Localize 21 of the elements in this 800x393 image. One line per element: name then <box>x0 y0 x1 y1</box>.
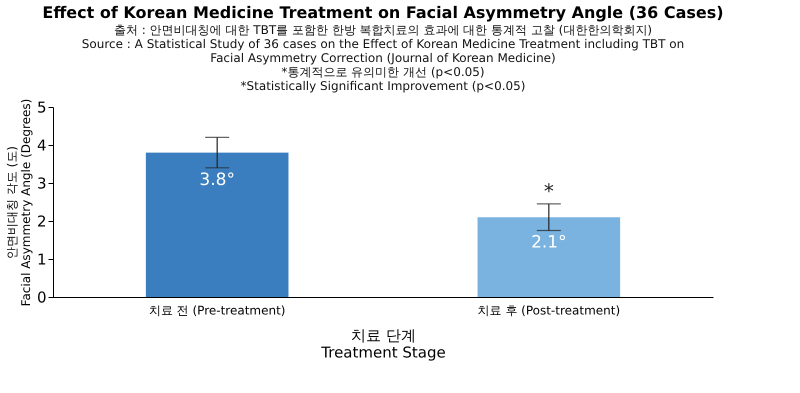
text: 안면비대칭 각도 (도) <box>4 146 19 259</box>
x-tick-label: 치료 후 (Post-treatment) <box>478 304 620 318</box>
text: 치료 단계 <box>351 326 416 344</box>
chart-title: Effect of Korean Medicine Treatment on Facial Asymmetry Angle (36 Cases) <box>42 3 724 22</box>
text: 출처 : 안면비대칭에 대한 TBT를 포함한 한방 복합치료의 효과에 대한 통계적 고찰 (대한한의학회지) <box>114 23 652 38</box>
y-tick-label: 3 <box>36 174 46 192</box>
y-tick-label: 0 <box>36 288 46 306</box>
annotation: * <box>544 178 554 203</box>
y-tick-label: 5 <box>36 98 46 116</box>
y-tick-label: 1 <box>36 250 46 268</box>
data-label: 3.8° <box>199 170 235 190</box>
x-tick-label: 치료 전 (Pre-treatment) <box>148 304 286 318</box>
data-label: 2.1° <box>531 232 567 252</box>
text: Source : A Statistical Study of 36 cases on the Effect of Korean Medicine Treatment including TBT on <box>82 37 684 52</box>
text: *통계적으로 유의미한 개선 (p<0.05) <box>281 65 485 80</box>
text: Treatment Stage <box>321 344 446 362</box>
text: Facial Asymmetry Correction (Journal of Korean Medicine) <box>210 51 556 66</box>
y-tick-label: 2 <box>36 212 46 230</box>
text: Facial Asymmetry Angle (Degrees) <box>18 98 33 306</box>
y-tick-label: 4 <box>36 136 46 154</box>
text: *Statistically Significant Improvement (p<0.05) <box>240 79 526 94</box>
